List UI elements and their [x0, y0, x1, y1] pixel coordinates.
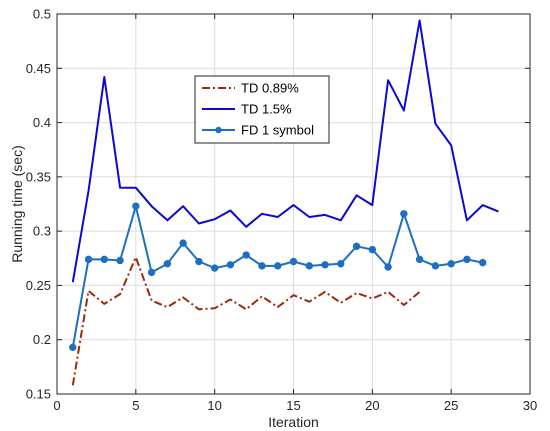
data-point	[226, 261, 235, 269]
data-point	[400, 210, 408, 218]
legend-label: TD 0.89%	[241, 81, 299, 96]
x-tick-label: 20	[365, 398, 379, 413]
data-point	[258, 262, 266, 270]
legend-label: FD 1 symbol	[241, 123, 314, 138]
legend-entry-fd-1-symbol: FD 1 symbol	[202, 123, 314, 138]
data-point	[100, 255, 109, 264]
data-point	[147, 268, 156, 277]
y-tick-label: 0.15	[26, 387, 51, 402]
y-tick-label: 0.3	[33, 224, 51, 239]
data-point	[163, 260, 172, 268]
y-tick-label: 0.35	[26, 169, 51, 184]
x-axis-label: Iteration	[268, 414, 319, 430]
legend-entry-td-1-5: TD 1.5%	[202, 102, 292, 117]
data-point	[116, 256, 124, 265]
axis-ticks: 0 5 10 15 20 25 30 0.15 0.2 0.25 0.3 0.35 0.4 0.45 0.5	[26, 7, 538, 414]
data-point	[431, 262, 440, 270]
data-point	[479, 258, 487, 267]
x-tick-label: 30	[523, 398, 537, 413]
data-point	[210, 264, 219, 272]
grid	[57, 14, 530, 394]
legend-entry-td-0-89: TD 0.89%	[202, 81, 299, 96]
data-point	[274, 262, 282, 270]
x-tick-label: 25	[444, 398, 458, 413]
series-line-td-1-5	[71, 19, 499, 283]
x-tick-label: 5	[132, 398, 139, 413]
y-tick-label: 0.25	[26, 278, 51, 293]
data-point	[132, 202, 140, 210]
series-layer	[69, 19, 499, 386]
y-tick-label: 0.45	[26, 61, 51, 76]
series-line-fd-1-symbol	[71, 205, 483, 348]
series-fd-1-symbol	[69, 202, 487, 352]
data-point	[463, 255, 471, 264]
data-point	[305, 262, 313, 270]
data-point	[179, 239, 187, 247]
data-point	[242, 251, 250, 259]
legend: TD 0.89% TD 1.5% FD 1 symbol	[194, 75, 330, 144]
x-tick-label: 10	[207, 398, 221, 413]
data-point	[321, 261, 329, 269]
legend-marker	[215, 126, 222, 134]
y-tick-label: 0.2	[33, 332, 51, 347]
data-point	[84, 255, 93, 264]
series-td-1-5	[71, 19, 499, 283]
data-point	[69, 343, 77, 352]
data-point	[447, 260, 455, 268]
y-tick-label: 0.4	[33, 115, 51, 130]
data-point	[195, 257, 203, 266]
x-tick-label: 0	[53, 398, 60, 413]
y-axis-label: Running time (sec)	[9, 145, 25, 263]
data-point	[415, 255, 424, 264]
data-point	[368, 245, 377, 254]
legend-label: TD 1.5%	[241, 102, 292, 117]
series-line-td-0-89	[71, 256, 421, 386]
data-point	[352, 242, 361, 251]
data-point	[384, 263, 392, 271]
series-td-0-89	[71, 256, 421, 386]
data-point	[337, 260, 345, 268]
data-point	[289, 257, 298, 266]
x-tick-label: 15	[286, 398, 300, 413]
y-tick-label: 0.5	[33, 7, 51, 22]
